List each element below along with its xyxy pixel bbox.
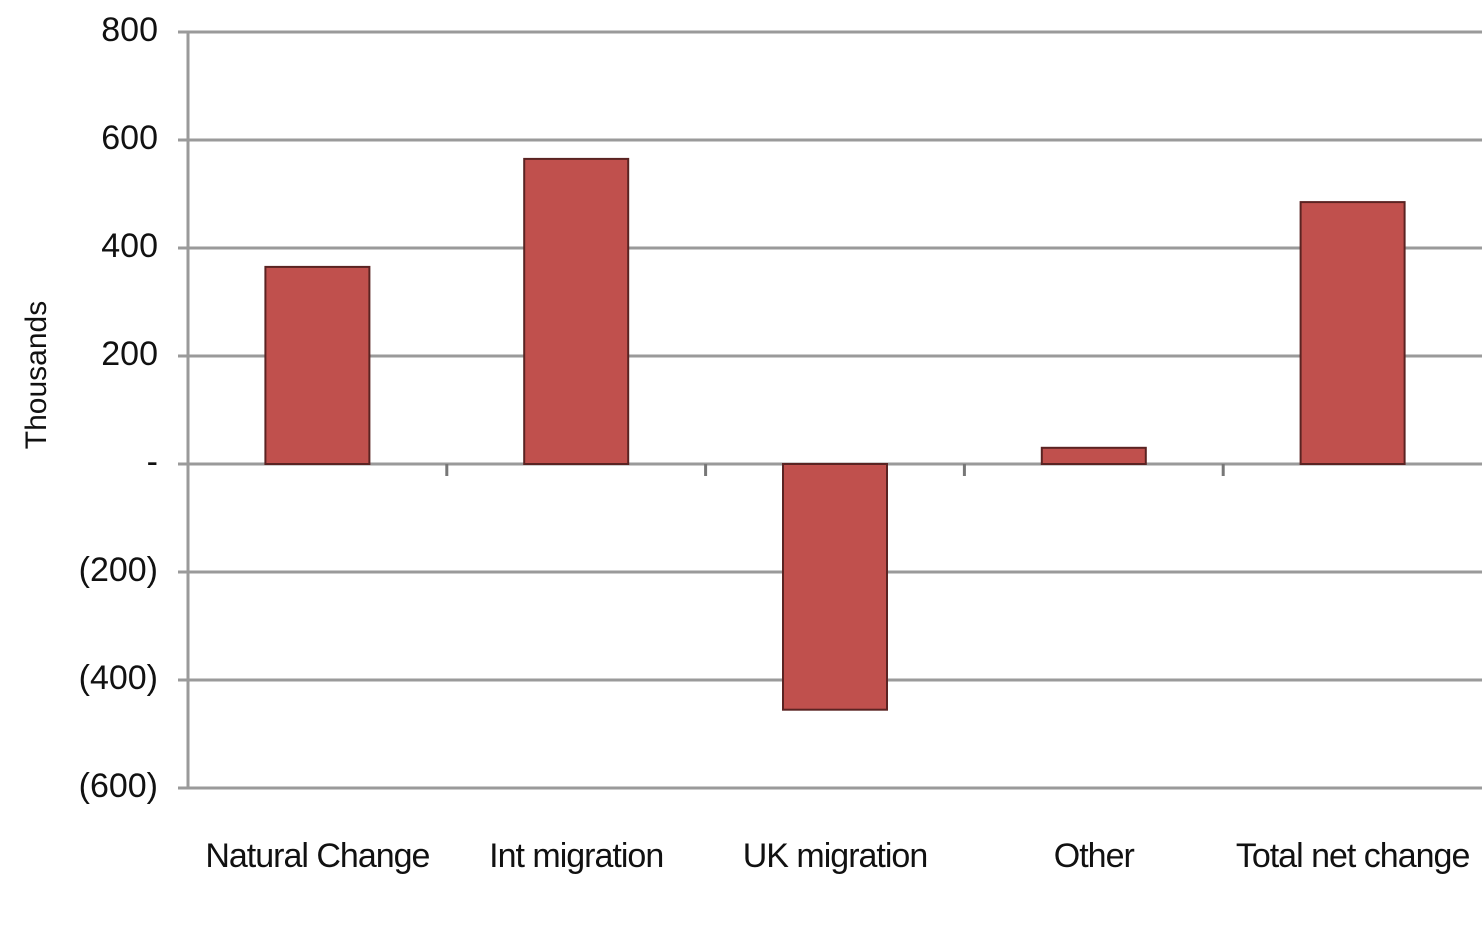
y-tick-label: 600 [101, 119, 158, 157]
x-tick-label: Other [1053, 837, 1135, 875]
x-tick-label: Int migration [489, 837, 664, 875]
y-axis-label: Thousands [20, 301, 53, 449]
bar [1040, 446, 1147, 465]
x-tick-label: Total net change [1235, 837, 1471, 875]
bar [264, 265, 371, 465]
y-tick-label: - [147, 443, 158, 481]
y-tick-label: (400) [79, 659, 158, 697]
x-tick-label: Natural Change [205, 837, 430, 875]
y-tick-label: 400 [101, 227, 158, 265]
y-tick-label: 200 [101, 335, 158, 373]
bar [1299, 201, 1406, 465]
bar [523, 157, 630, 465]
y-tick-label: (200) [79, 551, 158, 589]
bar [782, 463, 888, 711]
x-tick-label: UK migration [742, 837, 929, 875]
y-tick-label: (600) [79, 767, 158, 805]
y-tick-label: 800 [101, 11, 158, 49]
